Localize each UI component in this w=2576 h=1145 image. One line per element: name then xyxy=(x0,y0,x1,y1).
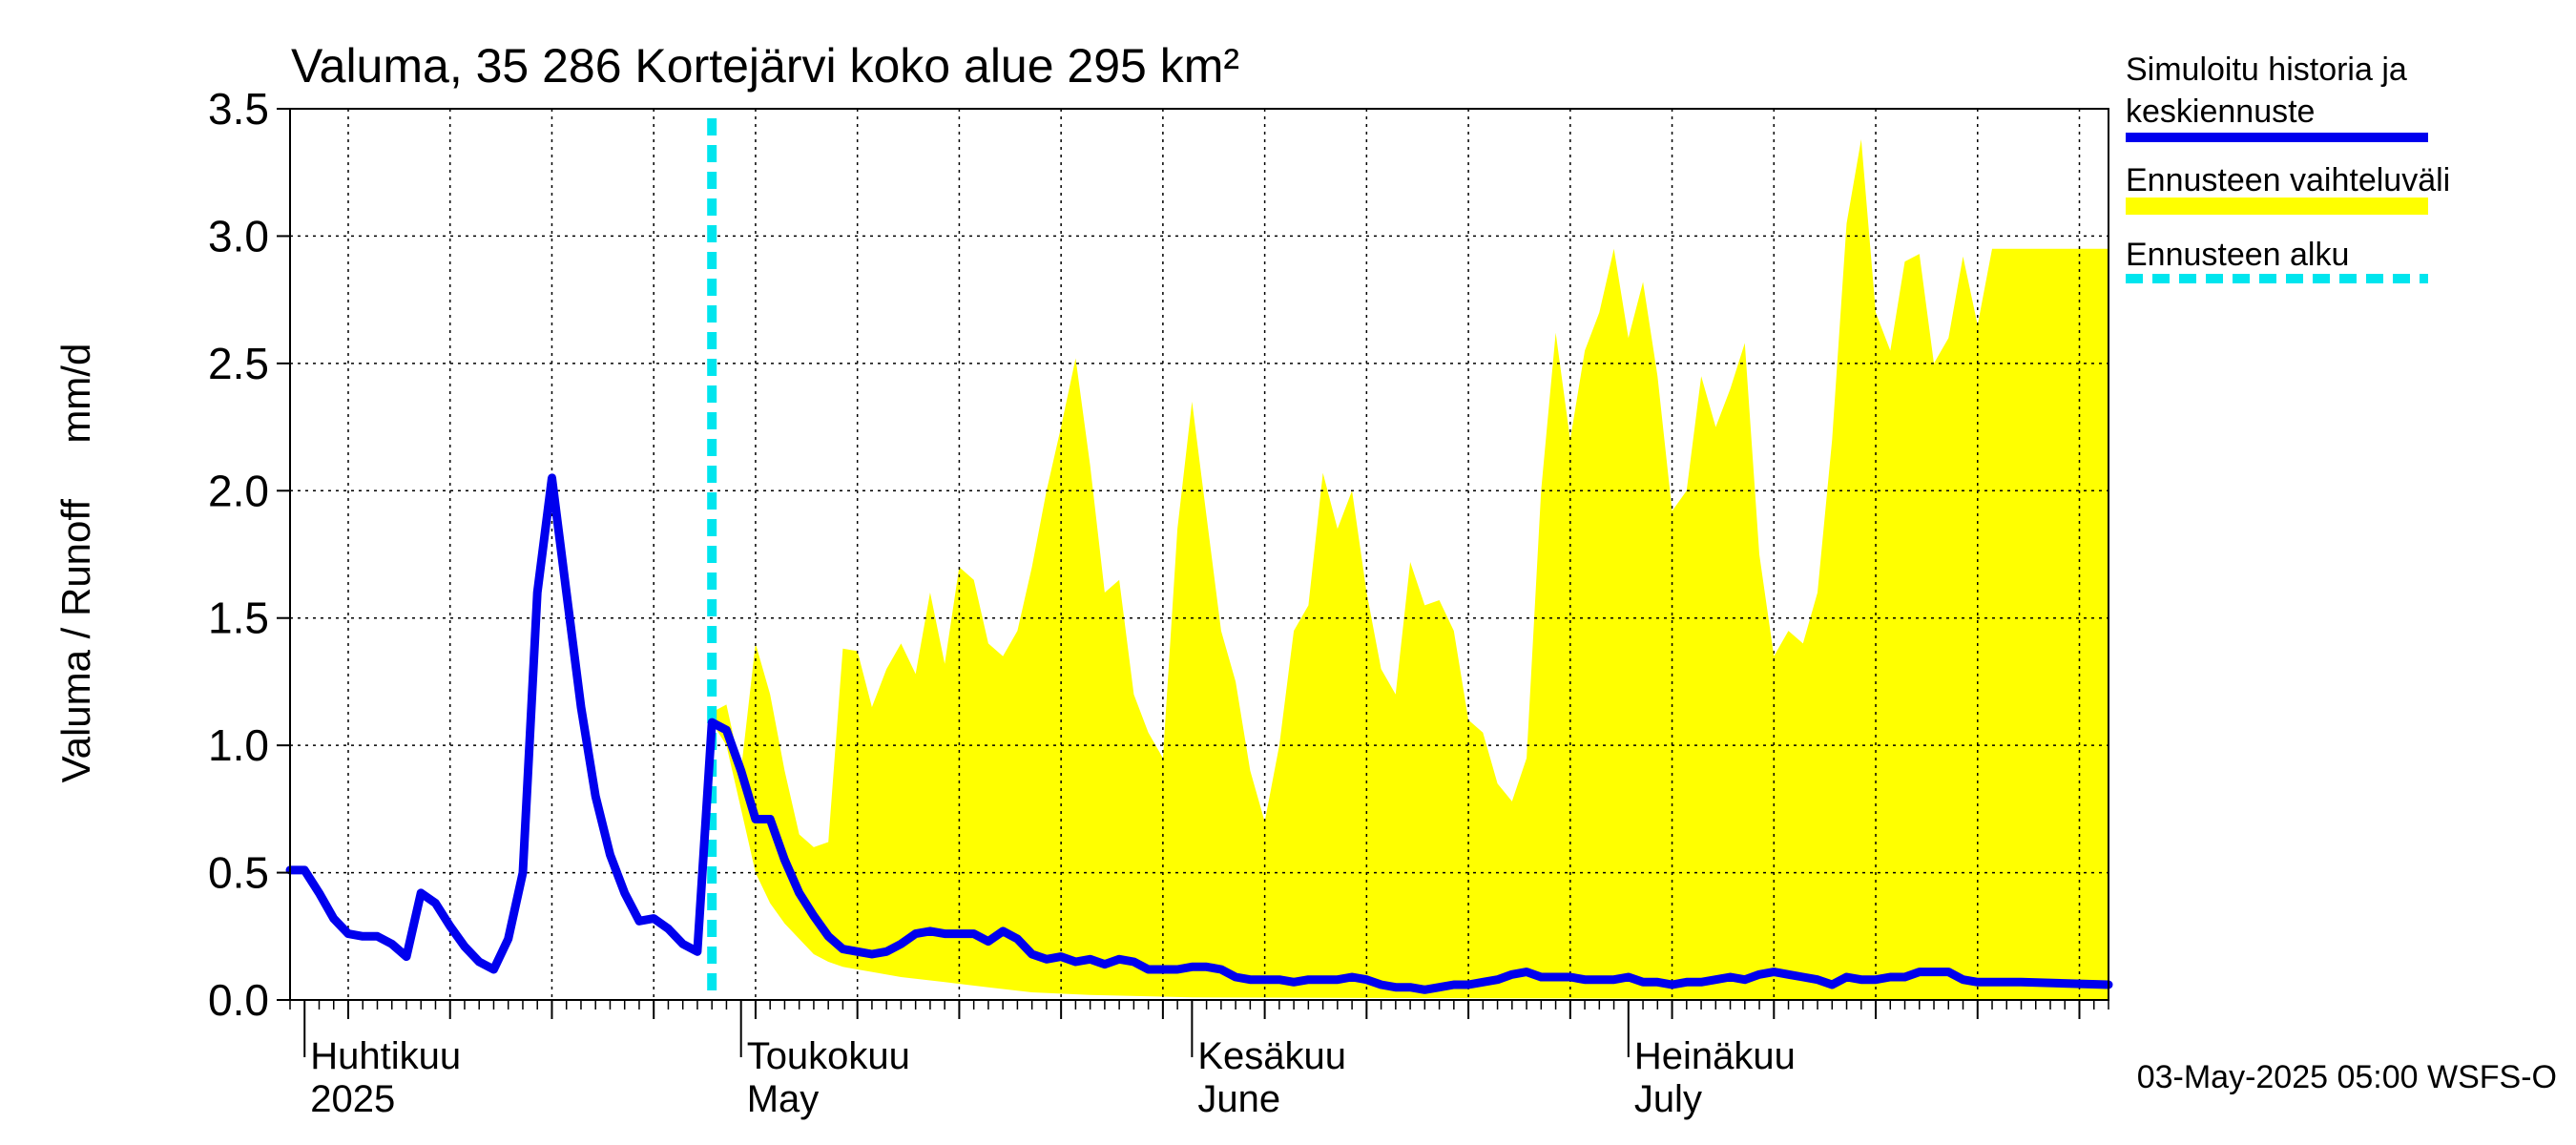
legend-label-simulated-line2: keskiennuste xyxy=(2126,94,2315,130)
y-tick-label-5: 2.5 xyxy=(208,339,269,388)
legend: Simuloitu historia ja keskiennuste Ennus… xyxy=(2126,52,2450,283)
legend-label-simulated-line1: Simuloitu historia ja xyxy=(2126,52,2407,88)
y-tick-label-3: 1.5 xyxy=(208,593,269,643)
x-month-label-en-0: 2025 xyxy=(310,1078,395,1120)
y-tick-label-1: 0.5 xyxy=(208,848,269,898)
y-tick-label-6: 3.0 xyxy=(208,211,269,260)
x-month-label-fi-0: Huhtikuu xyxy=(310,1035,461,1077)
forecast-range-band xyxy=(712,139,2109,1000)
x-month-label-fi-3: Heinäkuu xyxy=(1634,1035,1796,1077)
legend-label-range: Ennusteen vaihteluväli xyxy=(2126,162,2450,198)
simulated-series xyxy=(285,473,2113,994)
x-month-label-en-1: May xyxy=(747,1078,820,1120)
y-tick-label-4: 2.0 xyxy=(208,466,269,515)
x-month-label-fi-1: Toukokuu xyxy=(747,1035,910,1077)
y-tick-label-2: 1.0 xyxy=(208,720,269,770)
timestamp-label: 03-May-2025 05:00 WSFS-O xyxy=(2137,1059,2557,1095)
x-month-label-en-2: June xyxy=(1197,1078,1280,1120)
y-tick-label-0: 0.0 xyxy=(208,975,269,1025)
forecast-range-area xyxy=(712,139,2109,1000)
plot-frame xyxy=(289,108,2109,1001)
y-tick-label-7: 3.5 xyxy=(208,84,269,134)
grid-lines xyxy=(290,109,2109,1000)
x-month-label-fi-2: Kesäkuu xyxy=(1197,1035,1346,1077)
legend-label-forecast-start: Ennusteen alku xyxy=(2126,237,2349,273)
x-month-label-en-3: July xyxy=(1634,1078,1702,1120)
y-axis: 0.0 0.5 1.0 1.5 2.0 2.5 3.0 3.5 xyxy=(208,84,290,1025)
simulated-line xyxy=(285,473,2113,994)
chart-title: Valuma, 35 286 Kortejärvi koko alue 295 … xyxy=(291,39,1239,93)
y-axis-label: Valuma / Runoff mm/d xyxy=(53,344,98,783)
